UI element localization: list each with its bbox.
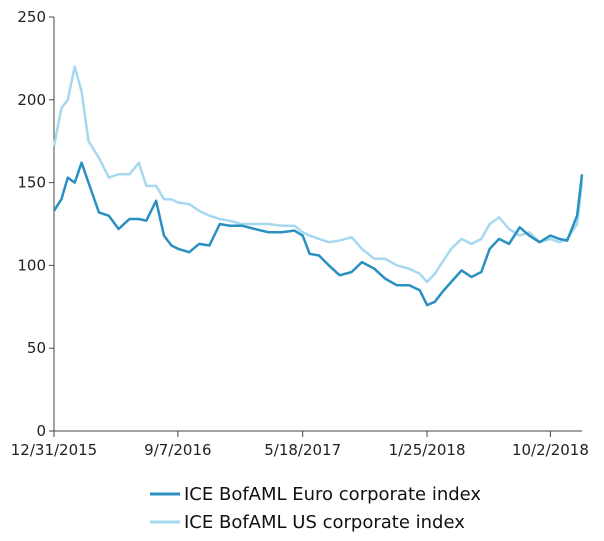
y-tick-label: 200 <box>17 91 46 109</box>
legend: ICE BofAML Euro corporate index ICE BofA… <box>150 484 481 533</box>
y-axis: 0 50 100 150 200 250 <box>17 8 55 440</box>
y-tick-label: 250 <box>17 8 46 26</box>
legend-label-euro: ICE BofAML Euro corporate index <box>184 484 481 505</box>
x-tick-label: 9/7/2016 <box>144 441 211 459</box>
x-axis: 12/31/2015 9/7/2016 5/18/2017 1/25/2018 10/2… <box>11 430 589 459</box>
series-line-us <box>52 65 584 284</box>
y-tick-label: 50 <box>27 339 46 357</box>
y-tick-label: 0 <box>36 422 46 440</box>
y-tick-label: 100 <box>17 256 46 274</box>
x-tick-label: 1/25/2018 <box>389 441 466 459</box>
x-tick-label: 10/2/2018 <box>512 441 589 459</box>
x-tick-label: 12/31/2015 <box>11 441 97 459</box>
x-tick-label: 5/18/2017 <box>264 441 341 459</box>
series-line-euro <box>52 161 584 307</box>
series-lines <box>52 65 584 307</box>
y-tick-label: 150 <box>17 174 46 192</box>
legend-label-us: ICE BofAML US corporate index <box>184 512 465 533</box>
